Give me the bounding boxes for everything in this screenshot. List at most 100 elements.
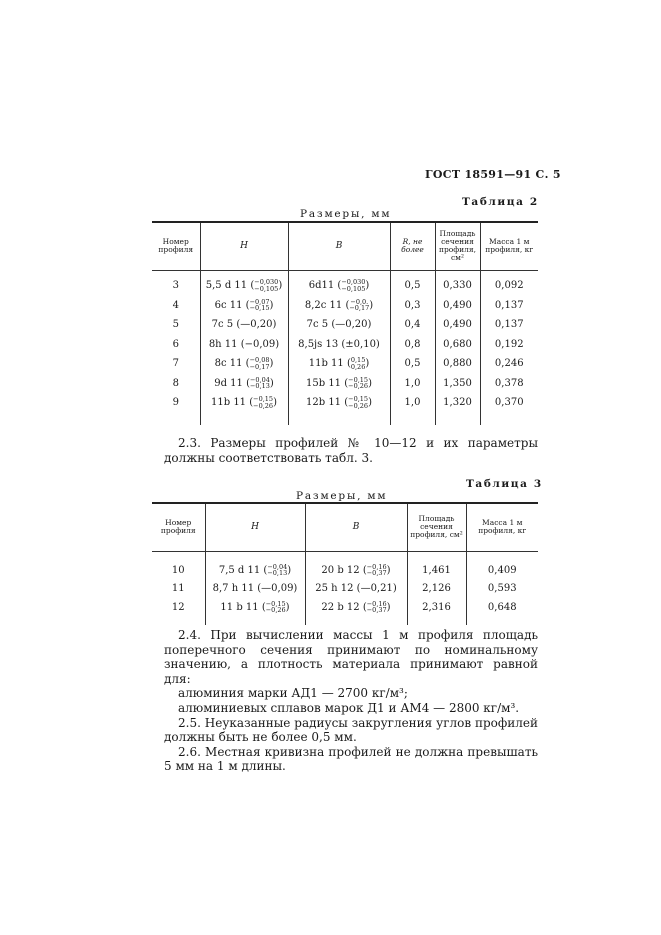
tolerance: (—0,20): [331, 319, 372, 331]
cell-area: 0,330: [434, 276, 480, 296]
nominal-size: 8,5js 13: [298, 338, 339, 350]
paragraph-2-3: 2.3. Размеры профилей № 10—12 и их парам…: [164, 436, 538, 465]
cell-mass: 0,593: [465, 579, 538, 598]
tolerance-upper: −0,08: [249, 356, 270, 365]
column-header: Площадь сечения профиля, см²: [434, 222, 480, 270]
nominal-size: 7c 5: [306, 319, 329, 331]
column-header: H: [204, 503, 305, 551]
tolerance-upper: −0,15: [253, 395, 274, 404]
column-header: Масса 1 м профиля, кг: [465, 503, 538, 551]
nominal-size: 8h 11: [208, 338, 238, 350]
tolerance: −0,030 −0,105: [341, 279, 365, 292]
nominal-size: 12b 11: [306, 397, 342, 409]
cell-b: 12b 11 (−0,15 −0,26): [287, 393, 390, 413]
tolerance-lower: −0,17: [249, 362, 270, 371]
spacer-row: [152, 551, 538, 561]
cell-h: 11 b 11 (−0,15 −0,26): [204, 598, 305, 617]
table2-header-row: Номер профиля H B R, не более Площадь сечени…: [152, 222, 538, 270]
table2-caption: Таблица 2: [462, 196, 539, 208]
cell-h: 6c 11 (−0,07 −0,15): [199, 295, 288, 315]
cell-area: 0,880: [434, 354, 480, 374]
tolerance-upper: 0,15: [350, 356, 366, 365]
nominal-size: 8,2c 11: [304, 299, 343, 311]
cell-mass: 0,648: [465, 598, 538, 617]
tolerance: (−0,09): [240, 338, 280, 350]
tolerance-upper: −0,04: [249, 375, 270, 384]
paragraphs-2-4-to-2-6: 2.4. При вычислении массы 1 м профиля пл…: [164, 628, 538, 774]
tolerance: −0,16 −0,37: [367, 601, 387, 614]
table-row: 7 8c 11 (−0,08 −0,17) 11b 11 (0,15 0,26) 0,5 0…: [152, 354, 538, 374]
table3: Номер профиля H B Площадь сечения профиля, …: [152, 502, 538, 625]
nominal-size: 20 b 12: [321, 564, 360, 576]
nominal-size: 7c 5: [211, 319, 234, 331]
tolerance-upper: −0,030: [341, 278, 366, 287]
cell-r: 0,5: [389, 354, 435, 374]
table-row: 6 8h 11 (−0,09) 8,5js 13 (±0,10) 0,8 0,680 0,…: [152, 334, 538, 354]
table-row: 5 7c 5 (—0,20) 7c 5 (—0,20) 0,4 0,490 0,137: [152, 315, 538, 335]
cell-area: 2,316: [406, 598, 466, 617]
cell-b: 7c 5 (—0,20): [287, 315, 390, 335]
cell-mass: 0,370: [479, 393, 538, 413]
cell-mass: 0,246: [479, 354, 538, 374]
tolerance-upper: −0,030: [254, 278, 279, 287]
paragraph: алюминиевых сплавов марок Д1 и АМ4 — 280…: [178, 700, 520, 715]
tolerance: −0,08 −0,17: [250, 357, 270, 370]
column-header: B: [304, 503, 407, 551]
tolerance-upper: −0,07: [249, 297, 270, 306]
tolerance: −0,0. −0,17: [349, 299, 369, 312]
column-header: Площадь сечения профиля, см²: [406, 503, 466, 551]
tolerance: −0,15 −0,26: [348, 377, 368, 390]
cell-b: 25 h 12 (—0,21): [304, 579, 407, 598]
paragraph: алюминия марки АД1 — 2700 кг/м³;: [178, 686, 408, 701]
cell-b: 11b 11 (0,15 0,26): [287, 354, 390, 374]
tolerance-lower: −0,105: [341, 284, 366, 293]
column-header: Масса 1 м профиля, кг: [479, 222, 538, 270]
cell-r: 0,3: [389, 295, 435, 315]
cell-mass: 0,137: [479, 315, 538, 335]
cell-num: 12: [171, 601, 185, 613]
tolerance: −0,04 −0,13: [250, 377, 270, 390]
tolerance-lower: −0,37: [366, 606, 387, 615]
table-row: 10 7,5 d 11 (−0,04 −0,13) 20 b 12 (−0,16 −0,…: [152, 561, 538, 580]
nominal-size: 11b 11: [211, 397, 247, 409]
cell-area: 0,490: [434, 295, 480, 315]
cell-num: 4: [172, 299, 179, 311]
tolerance: 0,15 0,26: [351, 357, 365, 370]
tolerance-lower: −0,13: [267, 569, 288, 578]
column-header: B: [287, 222, 390, 270]
cell-num: 11: [171, 583, 185, 595]
column-header: R, не более: [389, 222, 435, 270]
tolerance-lower: −0,15: [249, 304, 270, 313]
page-header: ГОСТ 18591—91 С. 5: [425, 168, 561, 181]
tolerance-lower: −0,13: [249, 382, 270, 391]
nominal-size: 7,5 d 11: [218, 564, 261, 576]
tolerance-lower: −0,26: [253, 401, 274, 410]
cell-b: 8,5js 13 (±0,10): [287, 334, 390, 354]
tolerance: −0,15 −0,26: [348, 396, 368, 409]
table3-header-row: Номер профиля H B Площадь сечения профиля, …: [152, 503, 538, 551]
column-header: H: [199, 222, 288, 270]
spacer-row: [152, 412, 538, 425]
nominal-size: 25 h 12: [315, 583, 354, 595]
cell-area: 0,490: [434, 315, 480, 335]
table-row: 8 9d 11 (−0,04 −0,13) 15b 11 (−0,15 −0,26) 1,…: [152, 373, 538, 393]
table-row: 9 11b 11 (−0,15 −0,26) 12b 11 (−0,15 −0,26) 1…: [152, 393, 538, 413]
cell-area: 1,461: [406, 561, 466, 580]
table3-units: Размеры, мм: [296, 490, 388, 502]
nominal-size: 11 b 11: [220, 601, 259, 613]
tolerance: (—0,21): [356, 583, 397, 595]
tolerance-lower: −0,37: [366, 569, 387, 578]
cell-mass: 0,137: [479, 295, 538, 315]
cell-r: 0,4: [389, 315, 435, 335]
tolerance-upper: −0,16: [366, 599, 387, 608]
cell-b: 22 b 12 (−0,16 −0,37): [304, 598, 407, 617]
cell-num: 3: [172, 280, 179, 292]
cell-num: 6: [172, 338, 179, 350]
tolerance-lower: −0,17: [349, 304, 370, 313]
tolerance-upper: −0,15: [265, 599, 286, 608]
tolerance-lower: −0,105: [254, 284, 279, 293]
cell-num: 7: [172, 358, 179, 370]
tolerance-upper: −0,16: [366, 562, 387, 571]
tolerance: −0,04 −0,13: [267, 564, 287, 577]
cell-b: 6d11 (−0,030 −0,105): [287, 276, 390, 296]
